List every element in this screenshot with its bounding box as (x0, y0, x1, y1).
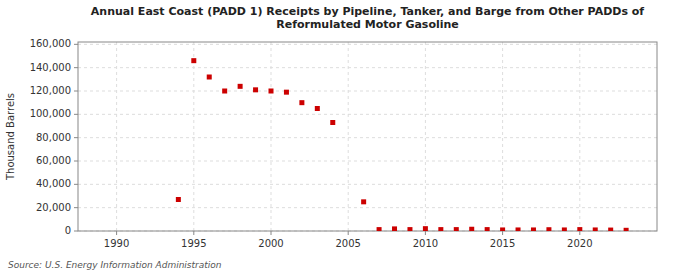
y-grid-line (78, 207, 657, 208)
y-tick (74, 137, 78, 138)
point (624, 228, 629, 231)
point (423, 226, 428, 231)
x-grid-line (502, 42, 503, 231)
y-tick-label: 60,000 (36, 155, 71, 166)
point (454, 227, 459, 231)
x-grid-line (425, 42, 426, 231)
point (516, 227, 521, 231)
y-grid-line (78, 137, 657, 138)
y-tick-label: 0 (65, 225, 71, 236)
y-tick (74, 161, 78, 162)
point (191, 58, 196, 63)
y-tick (74, 184, 78, 185)
x-tick-label: 2015 (490, 238, 515, 249)
source-note: Source: U.S. Energy Information Administ… (8, 260, 222, 270)
point (238, 84, 243, 89)
point (392, 226, 397, 231)
point (577, 227, 582, 231)
x-tick-label: 1995 (181, 238, 206, 249)
y-tick-label: 40,000 (36, 178, 71, 189)
x-tick (502, 231, 503, 235)
point (330, 120, 335, 125)
point (407, 227, 412, 231)
y-grid-line (78, 91, 657, 92)
plot-frame (78, 42, 657, 231)
x-grid-line (193, 42, 194, 231)
y-tick (74, 44, 78, 45)
y-axis-label: Thousand Barrels (5, 93, 16, 181)
y-grid-line (78, 161, 657, 162)
y-grid-line (78, 114, 657, 115)
x-tick (579, 231, 580, 235)
x-grid-line (348, 42, 349, 231)
x-tick-label: 2020 (567, 238, 592, 249)
x-tick (271, 231, 272, 235)
x-tick-label: 2005 (335, 238, 360, 249)
point (485, 227, 490, 231)
point (284, 90, 289, 95)
y-tick (74, 67, 78, 68)
x-tick (348, 231, 349, 235)
point (593, 227, 598, 231)
x-tick-label: 1990 (104, 238, 129, 249)
point (269, 89, 274, 94)
y-grid-line (78, 67, 657, 68)
y-tick-label: 160,000 (30, 38, 71, 49)
point (546, 227, 551, 231)
y-tick-label: 100,000 (30, 108, 71, 119)
y-tick (74, 231, 78, 232)
y-grid-line (78, 44, 657, 45)
point (438, 227, 443, 231)
x-tick-label: 2000 (258, 238, 283, 249)
point (176, 197, 181, 202)
y-grid-line (78, 184, 657, 185)
x-grid-line (579, 42, 580, 231)
x-axis: 1990 1995 2000 2005 2010 2015 2020 (104, 231, 593, 249)
y-tick-label: 140,000 (30, 62, 71, 73)
y-tick-label: 120,000 (30, 85, 71, 96)
title: Annual East Coast (PADD 1) Receipts by P… (91, 5, 645, 31)
y-tick (74, 91, 78, 92)
point (361, 199, 366, 204)
points (176, 58, 629, 231)
x-grid-line (116, 42, 117, 231)
x-grid-line (271, 42, 272, 231)
chart: 0 20,000 40,000 60,000 80,000 100,000 120,000 1… (0, 0, 675, 275)
x-tick (425, 231, 426, 235)
point (222, 89, 227, 94)
point (531, 227, 536, 231)
point (253, 87, 258, 92)
x-tick-label: 2010 (413, 238, 438, 249)
point (608, 228, 613, 231)
point (562, 227, 567, 231)
y-tick-label: 80,000 (36, 132, 71, 143)
y-tick (74, 114, 78, 115)
point (469, 227, 474, 231)
point (377, 227, 382, 231)
point (500, 227, 505, 231)
point (299, 100, 304, 105)
y-tick-label: 20,000 (36, 202, 71, 213)
y-axis: 0 20,000 40,000 60,000 80,000 100,000 120,000 1… (30, 38, 78, 236)
grid (78, 42, 657, 231)
point (315, 106, 320, 111)
y-tick (74, 207, 78, 208)
point (207, 75, 212, 80)
x-tick (116, 231, 117, 235)
x-tick (193, 231, 194, 235)
